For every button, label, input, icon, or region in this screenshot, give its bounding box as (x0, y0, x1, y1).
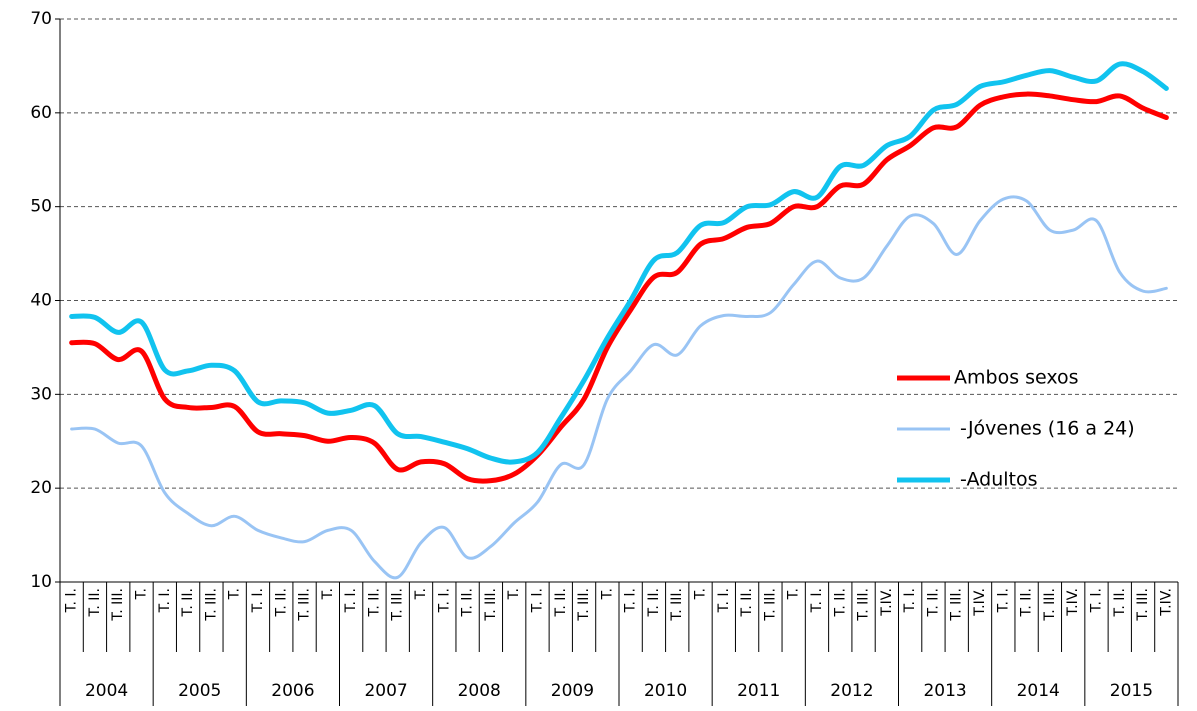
x-tick-label: T.IV. (879, 588, 895, 617)
legend-label: Ambos sexos (954, 367, 1079, 389)
year-label: 2010 (644, 681, 687, 701)
year-label: 2015 (1110, 681, 1153, 701)
year-label: 2013 (923, 681, 966, 701)
x-tick-label: T. II. (180, 588, 196, 618)
x-tick-label: T. III. (203, 588, 219, 622)
legend-label: -Jóvenes (16 a 24) (954, 418, 1135, 440)
y-tick-label: 20 (30, 478, 52, 498)
y-tick-label: 50 (30, 197, 52, 217)
y-tick-label: 60 (30, 103, 52, 123)
x-tick-label: T. I. (529, 588, 545, 613)
x-tick-label: T. II. (925, 588, 941, 618)
x-tick-label: T. II. (553, 588, 569, 618)
x-tick-label: T. (134, 588, 150, 600)
x-tick-label: T. III. (856, 588, 872, 622)
year-label: 2007 (364, 681, 407, 701)
x-tick-label: T. I. (995, 588, 1011, 613)
x-tick-label: T. (693, 588, 709, 600)
x-tick-label: T. I. (1088, 588, 1104, 613)
x-tick-label: T. II. (646, 588, 662, 618)
legend-label: -Adultos (954, 469, 1038, 491)
series-line (70, 195, 1168, 580)
year-label: 2009 (551, 681, 594, 701)
x-tick-label: T. I. (64, 588, 80, 613)
x-tick-label: T. II. (832, 588, 848, 618)
series-line (69, 91, 1169, 484)
x-tick-label: T. (320, 588, 336, 600)
x-tick-label: T. II. (87, 588, 103, 618)
x-tick-label: T. III. (949, 588, 965, 622)
year-label: 2004 (85, 681, 128, 701)
x-tick-label: T. III. (390, 588, 406, 622)
y-tick-label: 70 (30, 9, 52, 29)
x-tick-label: T. II. (1112, 588, 1128, 618)
x-tick-label: T. III. (762, 588, 778, 622)
x-tick-label: T. I. (436, 588, 452, 613)
x-tick-label: T. III. (297, 588, 313, 622)
x-tick-label: T.IV. (972, 588, 988, 617)
x-tick-label: T. I. (343, 588, 359, 613)
x-tick-label: T. I. (716, 588, 732, 613)
x-tick-label: T. II. (1019, 588, 1035, 618)
x-tick-label: T. III. (483, 588, 499, 622)
x-tick-label: T. II. (460, 588, 476, 618)
x-tick-label: T.IV. (1158, 588, 1174, 617)
x-tick-label: T. (413, 588, 429, 600)
x-tick-label: T. I. (250, 588, 266, 613)
x-tick-label: T. I. (157, 588, 173, 613)
year-label: 2014 (1017, 681, 1060, 701)
year-label: 2005 (178, 681, 221, 701)
x-tick-label: T. (786, 588, 802, 600)
x-tick-label: T. II. (273, 588, 289, 618)
x-tick-label: T. II. (366, 588, 382, 618)
x-tick-label: T. (599, 588, 615, 600)
year-label: 2011 (737, 681, 780, 701)
year-label: 2008 (458, 681, 501, 701)
series-line (69, 61, 1169, 465)
y-tick-label: 40 (30, 291, 52, 311)
x-tick-label: T. I. (623, 588, 639, 613)
x-tick-label: T. III. (110, 588, 126, 622)
x-tick-label: T. III. (1042, 588, 1058, 622)
x-tick-label: T.IV. (1065, 588, 1081, 617)
x-tick-label: T. I. (902, 588, 918, 613)
x-tick-label: T. (506, 588, 522, 600)
x-tick-label: T. III. (669, 588, 685, 622)
year-label: 2006 (271, 681, 314, 701)
x-tick-label: T. (227, 588, 243, 600)
x-tick-label: T. I. (809, 588, 825, 613)
year-label: 2012 (830, 681, 873, 701)
y-tick-label: 30 (30, 384, 52, 404)
x-tick-label: T. II. (739, 588, 755, 618)
x-tick-label: T. III. (1135, 588, 1151, 622)
x-tick-label: T. III. (576, 588, 592, 622)
y-tick-label: 10 (30, 572, 52, 592)
